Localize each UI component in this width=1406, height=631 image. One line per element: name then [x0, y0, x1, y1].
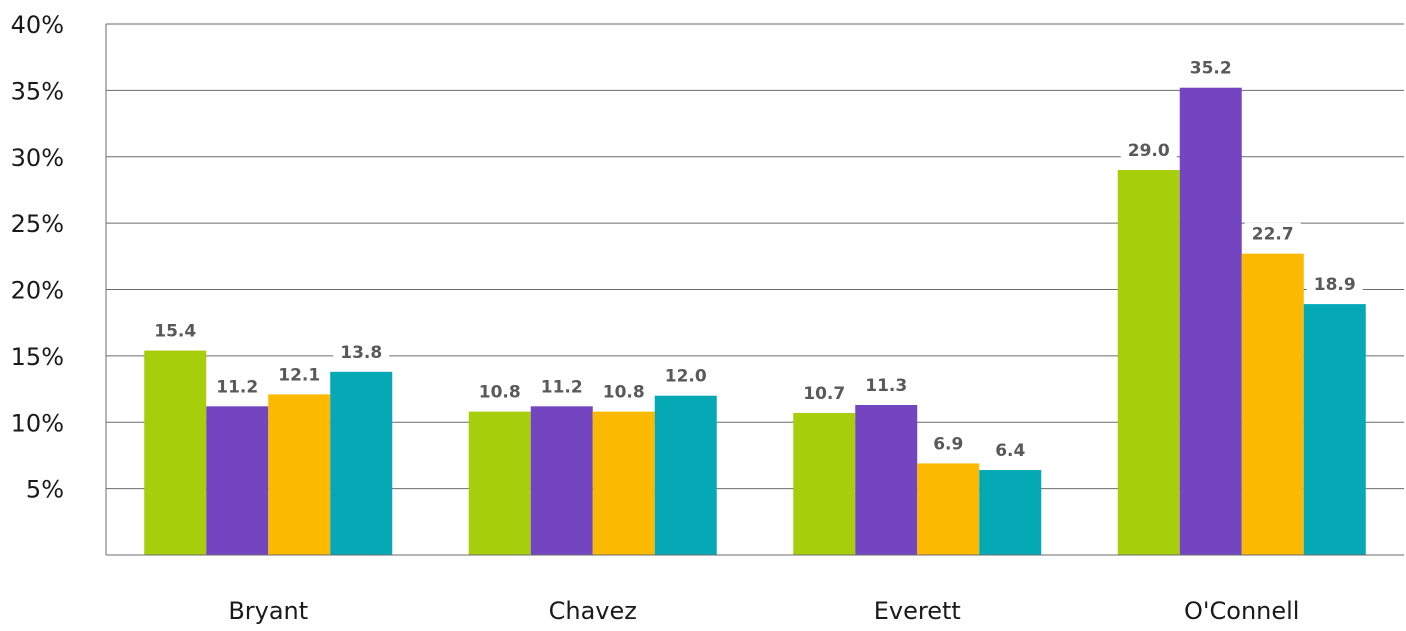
y-axis-tick-labels: 5% 10% 15% 20% 25% 30% 35% 40%	[11, 11, 64, 504]
data-label-backing	[1306, 273, 1363, 298]
data-label: 29.0	[1128, 141, 1170, 161]
y-tick-label: 35%	[11, 77, 64, 105]
bar	[855, 404, 918, 555]
data-label-backing	[982, 439, 1039, 464]
y-tick-label: 5%	[26, 476, 64, 504]
category-label: O'Connell	[1184, 597, 1299, 625]
data-label-backing	[920, 432, 977, 457]
data-label: 11.3	[865, 376, 907, 396]
data-label-backing	[1182, 56, 1239, 81]
data-label-backing	[333, 340, 390, 365]
bar	[330, 371, 393, 555]
category-label: Chavez	[549, 597, 637, 625]
data-label-backing	[595, 380, 652, 405]
y-tick-label: 30%	[11, 144, 64, 172]
category-label: Bryant	[228, 597, 308, 625]
y-tick-label: 15%	[11, 343, 64, 371]
bar	[654, 395, 717, 555]
data-label: 11.2	[216, 377, 258, 397]
data-label: 13.8	[340, 343, 382, 363]
bar	[144, 350, 207, 555]
bar	[917, 463, 980, 555]
bar	[206, 406, 269, 555]
data-labels: 15.4 11.2 12.1 13.8 10.8 11.2 10.8 12.0 10.7 11.3…	[147, 56, 1363, 464]
data-label: 10.8	[479, 383, 521, 403]
plot-frame	[105, 24, 1404, 556]
data-label: 18.9	[1314, 275, 1356, 295]
data-label-backing	[147, 319, 204, 344]
data-label: 12.1	[278, 365, 320, 385]
bar	[1179, 87, 1242, 555]
bar	[793, 412, 856, 555]
data-label-backing	[209, 375, 266, 400]
bars	[144, 87, 1366, 555]
data-label: 10.8	[603, 383, 645, 403]
bar	[979, 470, 1042, 555]
bar	[592, 411, 655, 555]
x-axis-category-labels: Bryant Chavez Everett O'Connell	[228, 597, 1299, 625]
data-label-backing	[796, 381, 853, 406]
data-label-backing	[533, 375, 590, 400]
bar	[1303, 304, 1366, 555]
data-label-backing	[858, 373, 915, 398]
y-tick-label: 25%	[11, 210, 64, 238]
bar	[530, 406, 593, 555]
data-label: 22.7	[1252, 225, 1294, 245]
y-tick-label: 20%	[11, 277, 64, 305]
category-label: Everett	[874, 597, 961, 625]
data-label-backing	[1120, 139, 1177, 164]
data-label: 11.2	[541, 377, 583, 397]
data-label: 15.4	[154, 322, 196, 342]
data-label: 10.7	[803, 384, 845, 404]
data-label-backing	[1244, 222, 1301, 247]
data-label: 6.9	[933, 434, 963, 454]
data-label: 6.4	[995, 441, 1025, 461]
data-label-backing	[657, 364, 714, 389]
data-label-backing	[271, 363, 328, 388]
data-label-backing	[471, 380, 528, 405]
bar	[268, 394, 331, 555]
data-label: 35.2	[1190, 59, 1232, 79]
data-label: 12.0	[665, 367, 707, 387]
bar	[468, 411, 531, 555]
bar	[1117, 170, 1180, 555]
bar	[1241, 253, 1304, 555]
y-tick-label: 40%	[11, 11, 64, 39]
y-tick-label: 10%	[11, 409, 64, 437]
